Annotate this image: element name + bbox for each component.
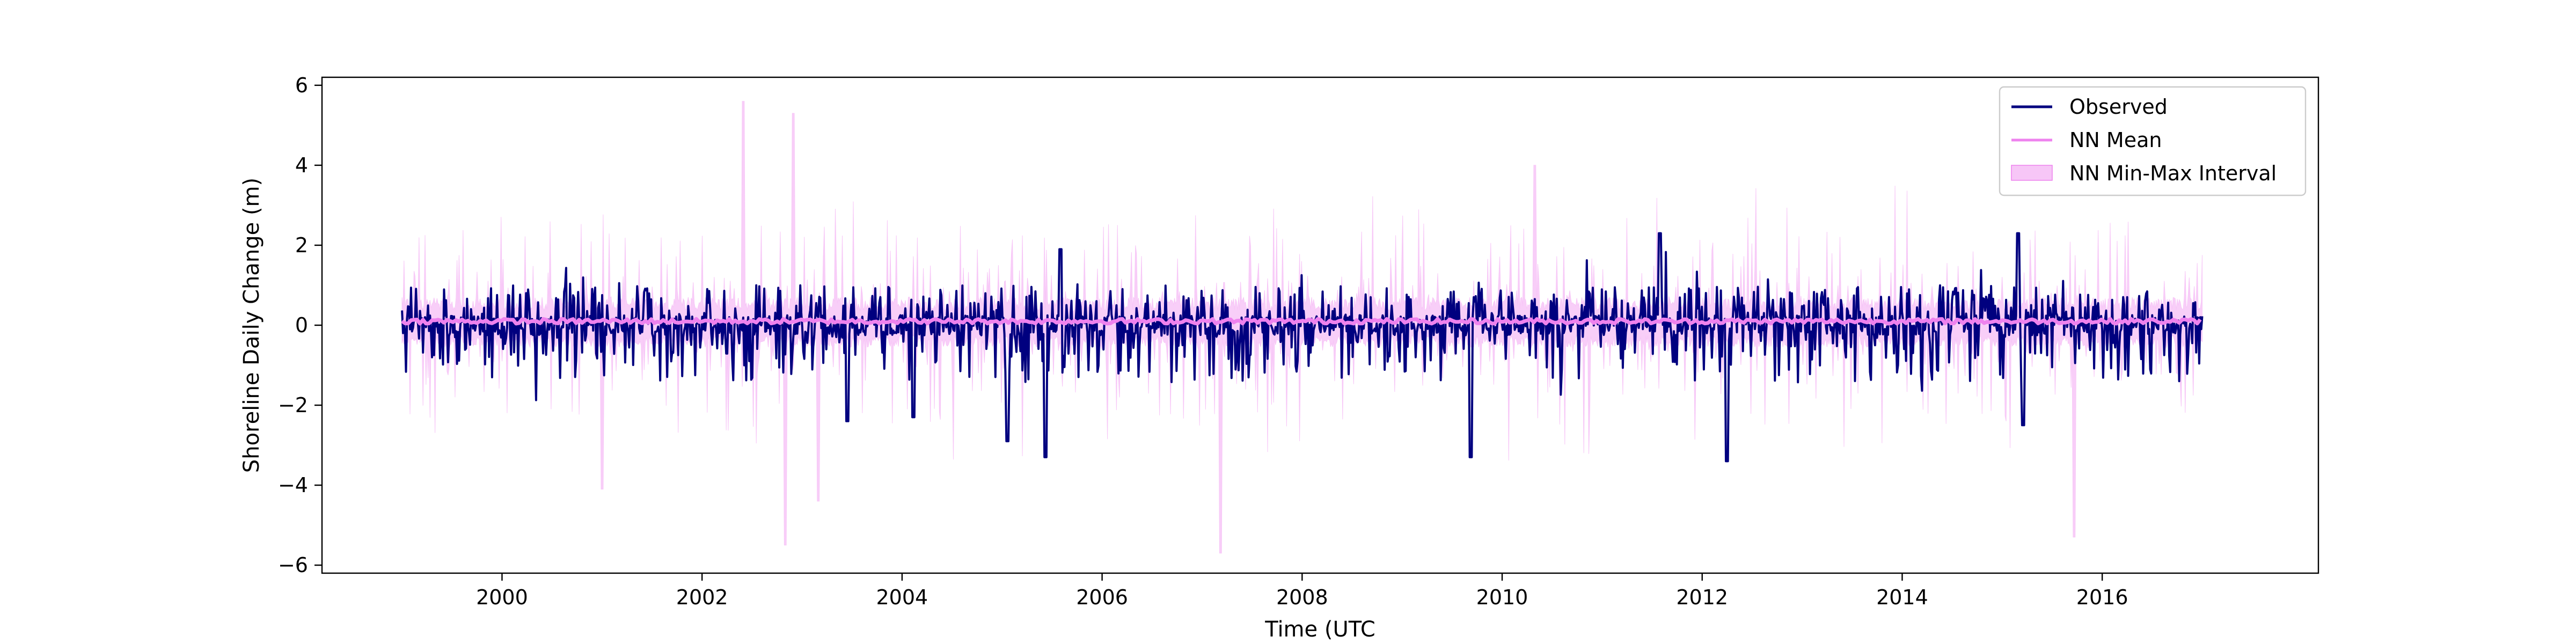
y-tick-label: 0 xyxy=(295,313,308,337)
y-tick-label: −2 xyxy=(278,393,308,417)
legend: Observed NN Mean NN Min-Max Interval xyxy=(1999,86,2307,196)
x-tick-label: 2014 xyxy=(1876,586,1928,609)
x-tick-label: 2016 xyxy=(2076,586,2128,609)
x-axis: 2000 2002 2004 2006 2008 2010 2012 2014 2016 xyxy=(476,573,2128,609)
x-tick-label: 2000 xyxy=(476,586,528,609)
x-tick-label: 2002 xyxy=(676,586,728,609)
y-tick-label: −4 xyxy=(278,473,308,497)
y-tick-label: 2 xyxy=(295,233,308,257)
x-tick-label: 2012 xyxy=(1676,586,1728,609)
y-tick-label: 4 xyxy=(295,153,308,177)
legend-box xyxy=(1999,86,2307,196)
legend-label-nn-interval: NN Min-Max Interval xyxy=(2069,162,2277,185)
x-tick-label: 2004 xyxy=(876,586,928,609)
y-axis: 6 4 2 0 −2 −4 −6 xyxy=(278,74,322,577)
legend-label-nn-mean: NN Mean xyxy=(2069,128,2162,152)
nn-mean-series-line xyxy=(401,317,2202,326)
legend-label-observed: Observed xyxy=(2069,95,2168,119)
legend-swatch-nn-interval xyxy=(2011,165,2053,181)
plot-area xyxy=(401,101,2204,554)
x-axis-label: Time (UTC xyxy=(1264,617,1375,642)
y-axis-label: Shoreline Daily Change (m) xyxy=(239,178,264,473)
y-tick-label: 6 xyxy=(295,74,308,97)
x-tick-label: 2008 xyxy=(1276,586,1328,609)
x-tick-label: 2006 xyxy=(1076,586,1128,609)
y-tick-label: −6 xyxy=(278,553,308,577)
x-tick-label: 2010 xyxy=(1476,586,1528,609)
